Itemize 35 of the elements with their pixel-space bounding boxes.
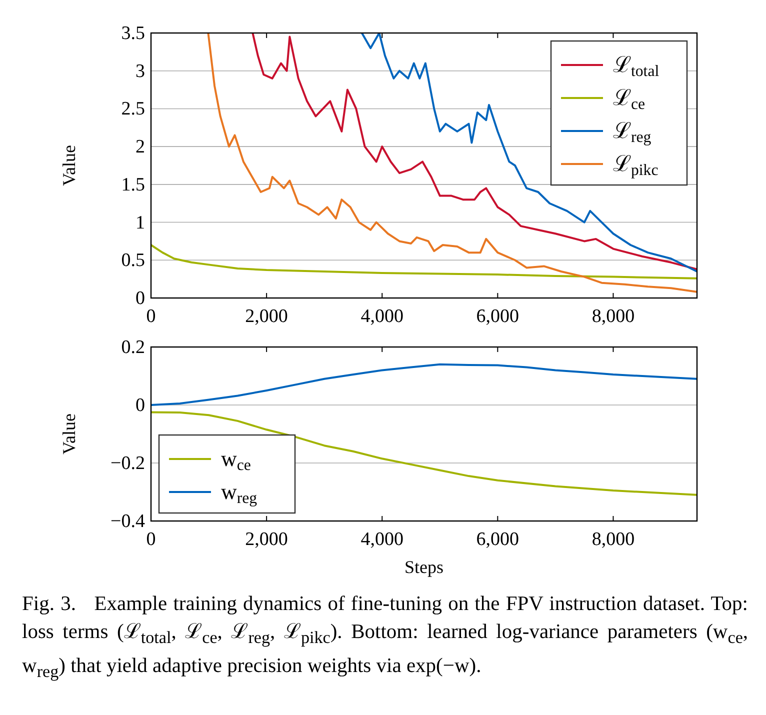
y-axis-title: Value: [59, 145, 79, 186]
x-tick-label: 2,000: [245, 529, 288, 550]
y-tick-label: 0.5: [121, 250, 145, 272]
legend-label: ℒ$_{reg}$: [613, 118, 652, 146]
x-tick-label: 2,000: [245, 306, 288, 327]
y-tick-label: −0.2: [110, 453, 145, 474]
x-tick-label: 8,000: [592, 306, 635, 327]
line-series: [207, 33, 697, 293]
legend-label: ℒ$_{total}$: [613, 52, 660, 80]
y-tick-label: 0.2: [121, 337, 145, 358]
y-tick-label: 1: [136, 212, 145, 234]
y-tick-label: 0: [136, 288, 145, 309]
y-tick-label: 3.5: [121, 23, 145, 44]
line-series: [360, 33, 697, 272]
text: Fig. 3. Example training dynamics of fine-tuning on the FPV instruction dataset. Top: loss terms (ℒ$_{total}$, ℒ$_{ce}$, ℒ$_{reg}$, ℒ$_{pikc}$). Bottom: learned log-variance parameters (w$_{ce}$, w$_{reg}$) that yield adaptive precision weights via exp(−w).: [22, 593, 748, 682]
y-tick-label: 0: [136, 395, 145, 416]
y-tick-label: 2: [136, 136, 145, 158]
legend-label: w$_{reg}$: [221, 479, 258, 507]
y-axis-title: Value: [59, 414, 79, 454]
legend-label: ℒ$_{ce}$: [613, 85, 646, 113]
legend-label: ℒ$_{pikc}$: [613, 151, 658, 179]
x-tick-label: 6,000: [476, 529, 520, 550]
x-tick-label: 4,000: [360, 306, 404, 327]
y-tick-label: 1.5: [121, 174, 145, 196]
line-series: [151, 363, 697, 406]
line-series: [151, 244, 697, 280]
x-tick-label: 4,000: [360, 529, 404, 550]
x-tick-label: 8,000: [592, 529, 635, 550]
x-tick-label: 6,000: [476, 306, 520, 327]
y-tick-label: 2.5: [121, 98, 145, 120]
y-tick-label: −0.4: [110, 511, 146, 532]
line-series: [252, 33, 697, 270]
x-axis-title: Steps: [404, 557, 444, 577]
legend-label: w$_{ce}$: [221, 446, 251, 474]
y-tick-label: 3: [136, 60, 145, 82]
